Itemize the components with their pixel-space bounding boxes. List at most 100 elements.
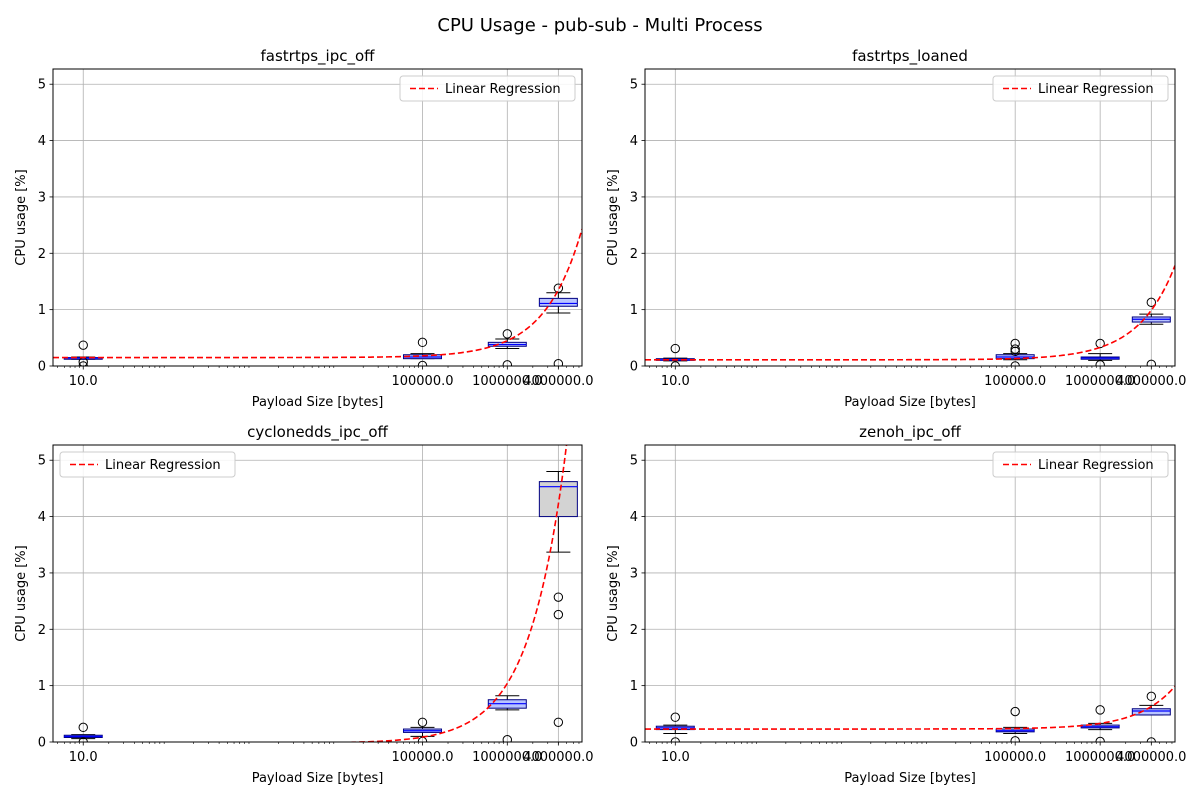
y-tick-label: 4	[38, 510, 46, 525]
y-tick-label: 4	[630, 510, 638, 525]
outlier-point	[417, 337, 428, 348]
y-tick-label: 0	[38, 736, 46, 751]
y-tick-label: 1	[630, 303, 638, 318]
box-1000000	[487, 695, 527, 742]
y-tick-label: 1	[630, 679, 638, 694]
y-tick-label: 1	[38, 303, 46, 318]
box-iqr	[538, 297, 578, 307]
plot-area	[63, 445, 578, 742]
outlier-point	[670, 712, 680, 722]
legend: Linear Regression	[399, 75, 576, 102]
y-axis-label: CPU usage [%]	[14, 545, 29, 641]
x-axis-label: Payload Size [bytes]	[252, 395, 384, 410]
legend: Linear Regression	[992, 75, 1169, 102]
x-tick-label: 100000.0	[984, 750, 1046, 765]
y-tick-label: 0	[630, 736, 638, 751]
regression-line	[315, 445, 568, 742]
y-tick-label: 3	[630, 566, 638, 581]
x-axis-label: Payload Size [bytes]	[844, 771, 976, 786]
x-tick-label: 1000000.0	[472, 750, 542, 765]
y-tick-label: 5	[38, 78, 46, 93]
legend-label: Linear Regression	[445, 82, 561, 97]
outlier-point	[417, 717, 428, 727]
legend: Linear Regression	[992, 451, 1169, 478]
box-4000000	[1131, 297, 1171, 366]
box-100000	[402, 337, 442, 366]
x-tick-label: 1000000.0	[472, 374, 542, 389]
x-tick-label: 1000000.0	[1065, 750, 1135, 765]
y-tick-label: 3	[630, 190, 638, 205]
x-tick-label: 100000.0	[984, 374, 1046, 389]
subplot-title: fastrtps_loaned	[852, 47, 968, 66]
legend-label: Linear Regression	[1038, 458, 1154, 473]
outlier-point	[1010, 344, 1020, 354]
x-axis-label: Payload Size [bytes]	[844, 395, 976, 410]
x-tick-label: 10.0	[661, 374, 690, 389]
x-tick-label: 10.0	[69, 750, 98, 765]
y-tick-label: 0	[630, 360, 638, 375]
y-tick-label: 3	[38, 190, 46, 205]
x-tick-label: 4000000.0	[1116, 750, 1186, 765]
axes-frame	[644, 444, 1176, 743]
subplot-title: cyclonedds_ipc_off	[247, 423, 388, 442]
outlier-point	[553, 609, 564, 620]
regression-line	[645, 685, 1175, 730]
axes-frame	[52, 68, 583, 367]
x-tick-label: 10.0	[661, 750, 690, 765]
outlier-point	[502, 735, 512, 742]
x-tick-label: 4000000.0	[523, 750, 593, 765]
y-tick-label: 5	[38, 454, 46, 469]
y-tick-label: 0	[38, 360, 46, 375]
x-tick-label: 4000000.0	[523, 374, 593, 389]
y-tick-label: 3	[38, 566, 46, 581]
x-tick-label: 1000000.0	[1065, 374, 1135, 389]
outlier-point	[1146, 297, 1157, 308]
legend-label: Linear Regression	[105, 458, 221, 473]
y-tick-label: 1	[38, 679, 46, 694]
x-tick-label: 100000.0	[391, 750, 453, 765]
outlier-point	[1010, 346, 1020, 357]
y-axis-label: CPU usage [%]	[606, 169, 621, 265]
y-tick-label: 4	[38, 134, 46, 149]
outlier-point	[553, 359, 564, 366]
outlier-point	[417, 360, 428, 366]
outlier-point	[670, 343, 680, 354]
y-tick-label: 4	[630, 134, 638, 149]
y-tick-label: 2	[630, 247, 638, 262]
outlier-point	[553, 592, 564, 602]
legend-label: Linear Regression	[1038, 82, 1154, 97]
outlier-point	[1010, 706, 1020, 717]
outlier-point	[553, 717, 564, 727]
plot-area	[645, 685, 1175, 742]
legend: Linear Regression	[59, 451, 236, 478]
plot-area	[645, 265, 1175, 366]
y-tick-label: 5	[630, 454, 638, 469]
x-tick-label: 100000.0	[391, 374, 453, 389]
outlier-point	[553, 283, 564, 293]
regression-line	[53, 228, 582, 359]
outlier-point	[1095, 360, 1105, 366]
box-4000000	[538, 283, 578, 366]
outlier-point	[1095, 736, 1105, 742]
axes-frame	[52, 444, 583, 743]
y-tick-label: 2	[38, 623, 46, 638]
outlier-point	[1095, 338, 1105, 349]
axes-frame	[644, 68, 1176, 367]
x-tick-label: 4000000.0	[1116, 374, 1186, 389]
y-tick-label: 2	[630, 623, 638, 638]
outlier-point	[502, 360, 512, 366]
outlier-point	[78, 340, 88, 350]
outlier-point	[1010, 736, 1020, 742]
subplot-title: zenoh_ipc_off	[859, 423, 961, 442]
x-tick-label: 10.0	[69, 374, 98, 389]
y-tick-label: 2	[38, 247, 46, 262]
legend-box	[59, 451, 236, 478]
outlier-point	[1146, 691, 1157, 702]
outlier-point	[1010, 338, 1020, 349]
